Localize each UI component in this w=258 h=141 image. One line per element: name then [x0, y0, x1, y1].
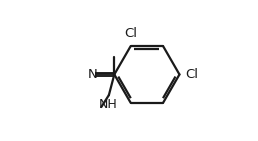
Text: Cl: Cl: [186, 68, 198, 81]
Text: Cl: Cl: [125, 27, 138, 40]
Text: N: N: [88, 68, 98, 81]
Text: NH: NH: [99, 98, 117, 111]
